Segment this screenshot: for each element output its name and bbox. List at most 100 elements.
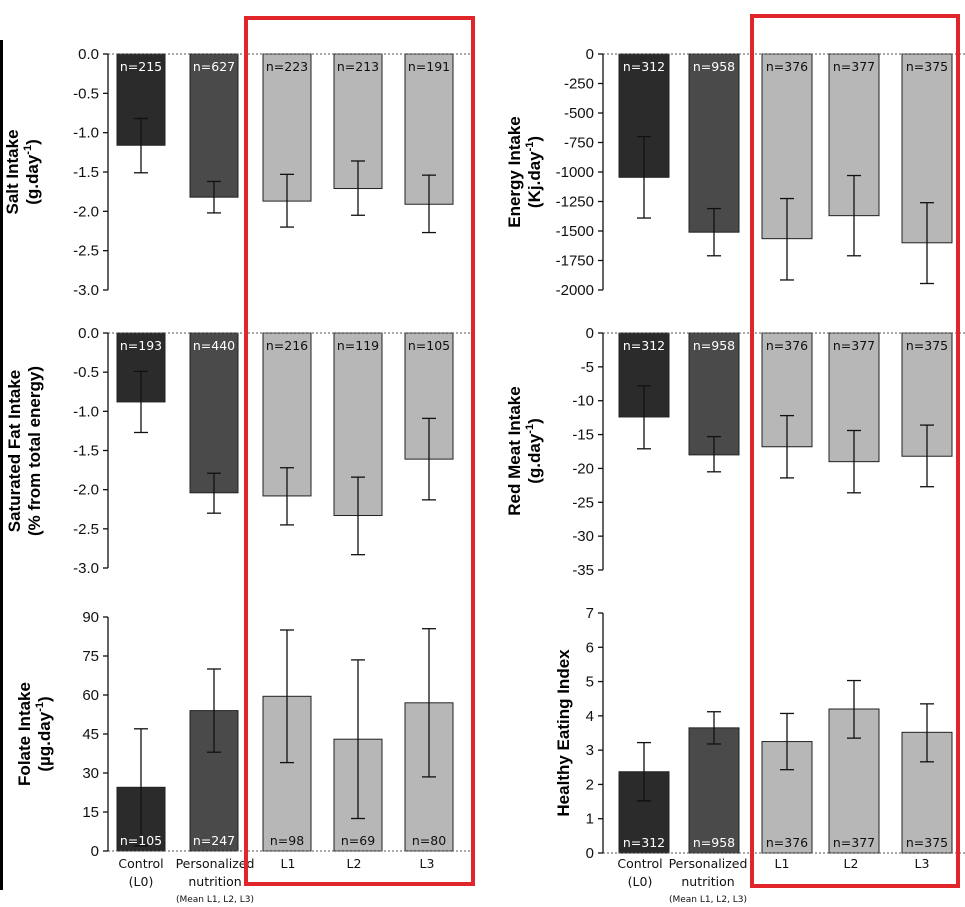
x-label-control-1: Control — [118, 856, 163, 871]
y-tick-label: 7 — [586, 605, 594, 622]
y-axis-label-line: (Kj.day-1) — [524, 136, 544, 208]
y-axis-label-line: Saturated Fat Intake — [5, 370, 24, 533]
x-label-l3: L3 — [420, 856, 435, 871]
superscript: -1 — [524, 424, 536, 434]
x-label-personalized-2: nutrition — [188, 874, 241, 889]
n-label-l2: n=119 — [337, 338, 379, 353]
y-axis-label-close: ) — [525, 418, 544, 424]
red-meat-panel: n=312 n=958 n=376 n=377 n=375 0 -5 -10 -15 -20 -25… — [505, 325, 965, 579]
x-label-personalized-2: nutrition — [681, 874, 734, 889]
y-axis-label-line: (µg.day-1) — [34, 696, 54, 771]
y-tick-label: -25 — [572, 494, 594, 511]
y-tick-label: -1250 — [556, 194, 594, 211]
x-label-personalized-1: Personalized — [176, 856, 255, 871]
healthy-eating-index-panel: n=312 n=958 n=376 n=377 n=375 0 1 2 3 4 5 6 7 Healthy… — [554, 605, 965, 862]
y-axis-label-close: ) — [525, 136, 544, 142]
n-label-l2: n=377 — [833, 59, 875, 74]
x-label-personalized-1: Personalized — [669, 856, 748, 871]
y-axis-label: Folate Intake(µg.day-1) — [15, 682, 54, 786]
y-tick-label: -10 — [572, 393, 594, 410]
bar-l1 — [262, 695, 312, 852]
y-axis-label: Energy Intake(Kj.day-1) — [505, 116, 544, 228]
n-label-control: n=105 — [120, 833, 162, 848]
x-label-l1: L1 — [281, 856, 296, 871]
n-label-l3: n=191 — [408, 59, 450, 74]
y-tick-label: -1.0 — [73, 403, 99, 420]
n-label-personalized: n=627 — [193, 59, 235, 74]
y-tick-label: 4 — [586, 708, 594, 725]
y-axis-label-line: Energy Intake — [505, 116, 524, 228]
n-label-control: n=193 — [120, 338, 162, 353]
n-label-control: n=215 — [120, 59, 162, 74]
y-tick-label: 0 — [586, 845, 594, 862]
n-label-l2: n=69 — [341, 833, 375, 848]
x-label-l2: L2 — [347, 856, 362, 871]
n-label-l1: n=216 — [266, 338, 308, 353]
y-tick-label: 2 — [586, 776, 594, 793]
y-tick-label: 0 — [586, 325, 594, 342]
x-axis-labels-left: Control (L0) Personalized nutrition (Mea… — [118, 856, 434, 905]
y-axis-label-close: ) — [23, 139, 42, 145]
x-label-control-2: (L0) — [129, 874, 154, 889]
y-axis-label-line: (g.day-1) — [524, 418, 544, 484]
y-tick-label: 0 — [91, 843, 99, 860]
y-tick-label: 15 — [82, 804, 99, 821]
n-label-control: n=312 — [623, 835, 665, 850]
y-tick-label: 45 — [82, 726, 99, 743]
y-axis-label: Salt Intake(g.day-1) — [3, 129, 42, 214]
n-label-control: n=312 — [623, 59, 665, 74]
y-axis-label-line: Salt Intake — [3, 129, 22, 214]
y-tick-label: -1.0 — [73, 125, 99, 142]
x-label-personalized-3: (Mean L1, L2, L3) — [176, 895, 254, 905]
y-tick-label: -500 — [564, 105, 594, 122]
n-label-personalized: n=958 — [693, 59, 735, 74]
n-label-personalized: n=247 — [193, 833, 235, 848]
highlight-box-right — [750, 14, 960, 888]
y-tick-label: -1000 — [556, 164, 594, 181]
x-label-control-2: (L0) — [628, 874, 653, 889]
y-tick-label: 0.0 — [78, 46, 99, 63]
superscript: -1 — [34, 702, 46, 712]
n-label-personalized: n=958 — [693, 835, 735, 850]
salt-intake-panel: n=215 n=627 n=223 n=213 n=191 0.0 -0.5 -1.0 -1.5… — [3, 46, 470, 299]
x-label-control-1: Control — [617, 856, 662, 871]
x-label-personalized-3: (Mean L1, L2, L3) — [669, 895, 747, 905]
y-tick-label: -3.0 — [73, 282, 99, 299]
y-axis-label-line: (g.day-1) — [22, 139, 42, 205]
n-label-l3: n=375 — [906, 59, 948, 74]
y-tick-label: -30 — [572, 528, 594, 545]
saturated-fat-panel: n=193 n=440 n=216 n=119 n=105 0.0 -0.5 -1.0 -1.5… — [5, 325, 470, 577]
y-tick-label: -1500 — [556, 223, 594, 240]
y-tick-label: -1750 — [556, 253, 594, 270]
y-tick-label: 0.0 — [78, 325, 99, 342]
highlight-box-left — [244, 16, 475, 886]
y-axis-label-line: (% from total energy) — [25, 366, 44, 536]
bar-personalized — [189, 332, 239, 494]
y-tick-label: 6 — [586, 639, 594, 656]
y-tick-label: -1.5 — [73, 164, 99, 181]
bar-personalized — [189, 53, 239, 198]
y-tick-label: -2.0 — [73, 203, 99, 220]
n-label-l1: n=376 — [766, 835, 808, 850]
y-tick-label: -15 — [572, 427, 594, 444]
y-axis-label-line: Red Meat Intake — [505, 386, 524, 515]
n-label-l1: n=376 — [766, 59, 808, 74]
n-label-l1: n=98 — [270, 833, 304, 848]
y-axis-label: Saturated Fat Intake(% from total energy… — [5, 366, 44, 536]
superscript: -1 — [524, 142, 536, 152]
n-label-l3: n=80 — [412, 833, 446, 848]
n-label-personalized: n=440 — [193, 338, 235, 353]
y-tick-label: 0 — [586, 46, 594, 63]
n-label-l3: n=105 — [408, 338, 450, 353]
y-tick-label: -2.0 — [73, 482, 99, 499]
n-label-personalized: n=958 — [693, 338, 735, 353]
x-label-l3: L3 — [915, 856, 930, 871]
y-tick-label: 30 — [82, 765, 99, 782]
y-tick-label: 75 — [82, 648, 99, 665]
bar-personalized — [688, 53, 740, 233]
y-tick-label: 60 — [82, 687, 99, 704]
y-tick-label: -0.5 — [73, 85, 99, 102]
y-tick-label: 1 — [586, 811, 594, 828]
y-tick-label: 90 — [82, 609, 99, 626]
